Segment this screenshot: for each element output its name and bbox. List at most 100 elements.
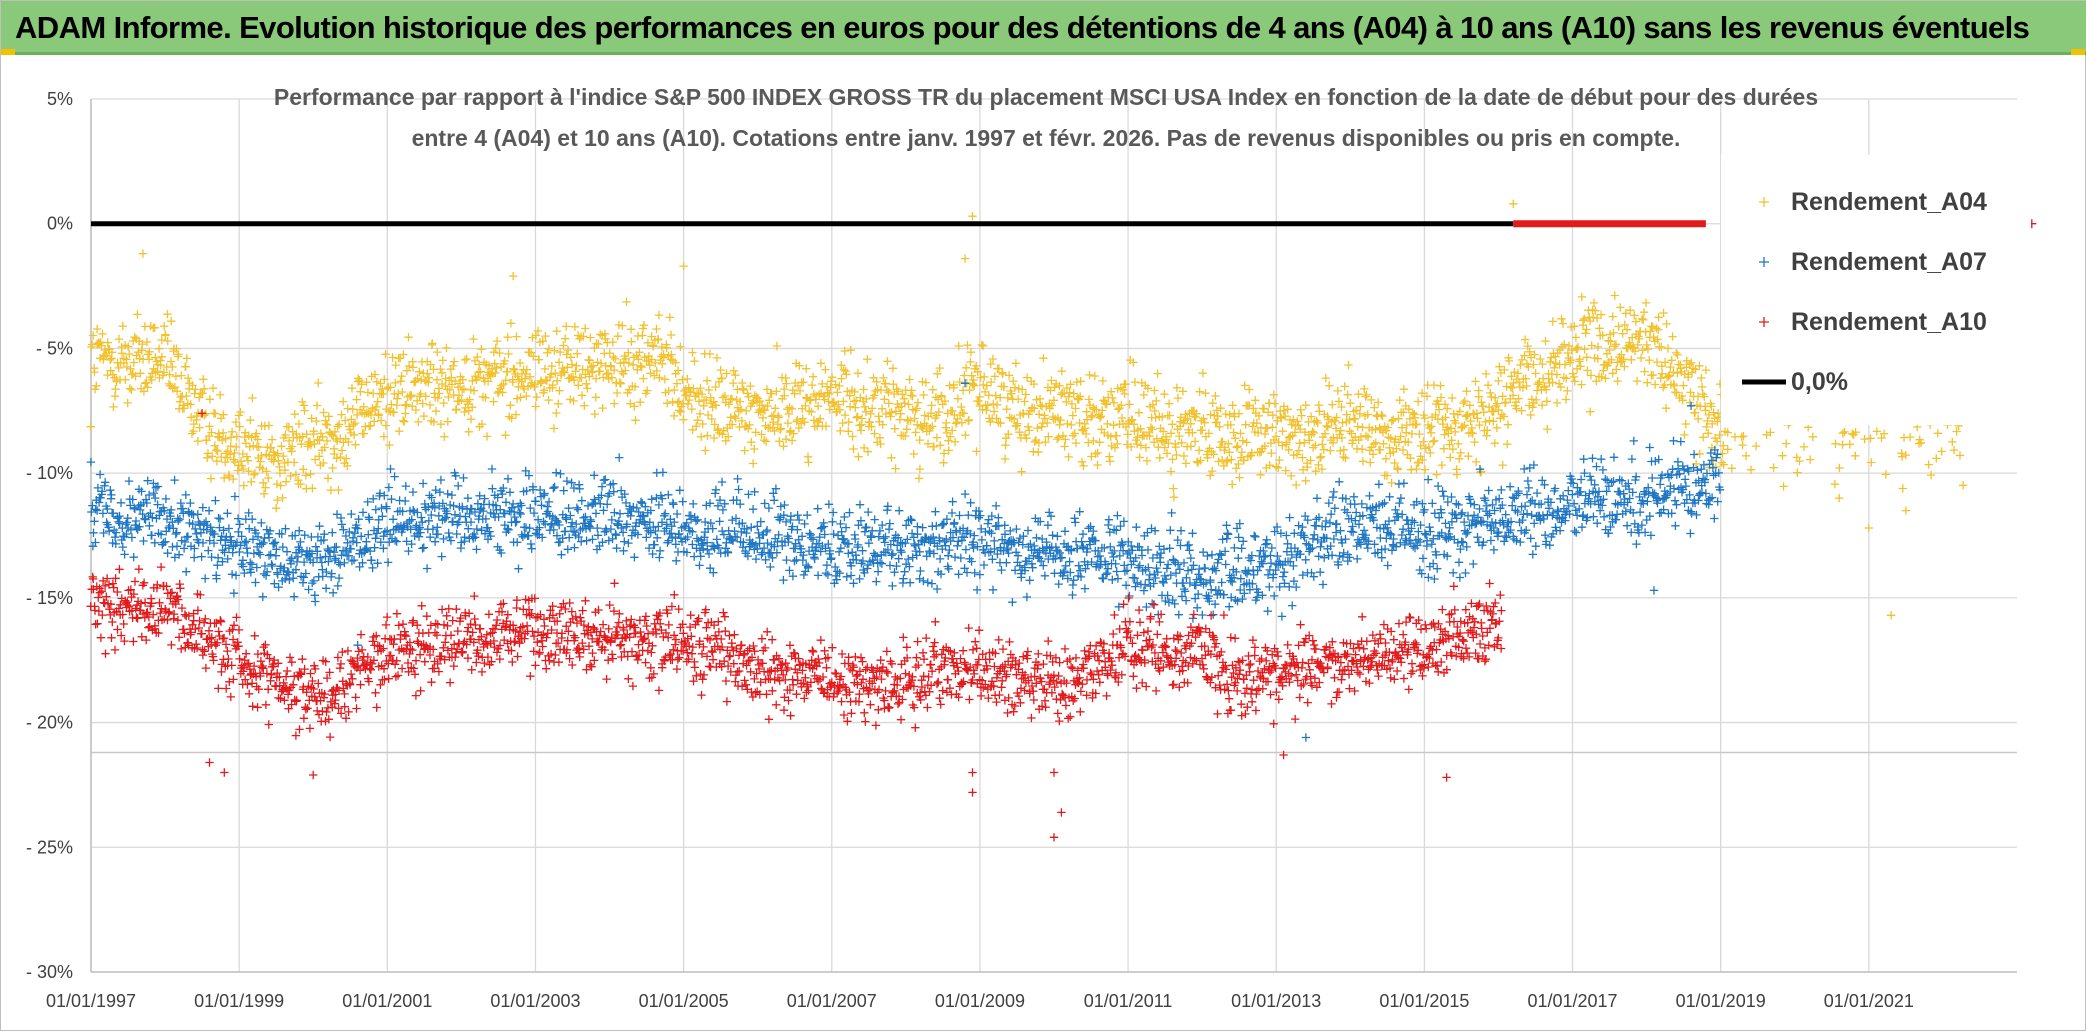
point-rendement-a04 [759,414,767,422]
point-rendement-a07 [1395,480,1403,488]
point-rendement-a04 [1440,430,1448,438]
point-rendement-a10 [220,634,228,642]
point-rendement-a04 [572,362,580,370]
point-rendement-a04 [613,389,621,397]
point-rendement-a07 [1218,578,1226,586]
point-rendement-a10 [227,693,235,701]
point-rendement-a04 [817,359,825,367]
point-rendement-a07 [1302,733,1310,741]
point-rendement-a04 [1135,409,1143,417]
point-rendement-a04 [244,467,252,475]
x-tick-label: 01/01/2007 [787,991,877,1011]
point-rendement-a07 [1441,519,1449,527]
point-rendement-a07 [904,555,912,563]
point-rendement-a07 [719,506,727,514]
point-rendement-a07 [1230,544,1238,552]
point-rendement-a04 [1752,442,1760,450]
point-rendement-a07 [525,524,533,532]
point-rendement-a07 [899,575,907,583]
point-rendement-a07 [777,502,785,510]
point-rendement-a07 [1250,532,1258,540]
point-rendement-a07 [948,498,956,506]
point-rendement-a07 [793,511,801,519]
point-rendement-a04 [1143,457,1151,465]
point-rendement-a07 [1309,535,1317,543]
point-rendement-a07 [889,550,897,558]
point-rendement-a07 [1103,569,1111,577]
point-rendement-a04 [1067,421,1075,429]
point-rendement-a04 [1309,443,1317,451]
point-rendement-a07 [800,520,808,528]
point-rendement-a07 [1461,569,1469,577]
x-tick-label: 01/01/2005 [639,991,729,1011]
point-rendement-a04 [1235,473,1243,481]
point-rendement-a10 [105,605,113,613]
point-rendement-a07 [117,499,125,507]
point-rendement-a04 [544,396,552,404]
point-rendement-a07 [1167,571,1175,579]
point-rendement-a04 [1085,371,1093,379]
point-rendement-a04 [1508,384,1516,392]
point-rendement-a04 [1165,411,1173,419]
point-rendement-a07 [1177,527,1185,535]
point-rendement-a07 [1353,555,1361,563]
point-rendement-a04 [1078,458,1086,466]
point-rendement-a04 [1459,423,1467,431]
point-rendement-a04 [374,397,382,405]
point-rendement-a04 [919,391,927,399]
point-rendement-a07 [1250,571,1258,579]
point-rendement-a07 [608,516,616,524]
point-rendement-a04 [435,389,443,397]
point-rendement-a04 [846,403,854,411]
point-rendement-a07 [120,550,128,558]
point-rendement-a04 [1484,381,1492,389]
point-rendement-a07 [1671,497,1679,505]
point-rendement-a04 [1341,382,1349,390]
point-rendement-a04 [1609,312,1617,320]
point-rendement-a04 [1354,422,1362,430]
point-rendement-a04 [1778,452,1786,460]
point-rendement-a04 [571,323,579,331]
point-rendement-a04 [131,333,139,341]
point-rendement-a04 [213,457,221,465]
point-rendement-a07 [455,518,463,526]
point-rendement-a04 [1576,355,1584,363]
point-rendement-a07 [336,560,344,568]
point-rendement-a07 [782,556,790,564]
point-rendement-a04 [1467,428,1475,436]
point-rendement-a07 [1710,514,1718,522]
point-rendement-a07 [1199,548,1207,556]
point-rendement-a04 [460,385,468,393]
point-rendement-a07 [1114,574,1122,582]
point-rendement-a10 [129,637,137,645]
point-rendement-a07 [915,575,923,583]
point-rendement-a07 [648,495,656,503]
point-rendement-a07 [590,471,598,479]
point-rendement-a04 [992,392,1000,400]
point-rendement-a04 [804,458,812,466]
point-rendement-a07 [290,593,298,601]
point-rendement-a07 [864,508,872,516]
point-rendement-a07 [423,564,431,572]
point-rendement-a04 [1644,345,1652,353]
point-rendement-a04 [1168,420,1176,428]
point-rendement-a07 [984,519,992,527]
point-rendement-a04 [522,392,530,400]
point-rendement-a04 [1103,420,1111,428]
point-rendement-a07 [1071,518,1079,526]
point-rendement-a04 [590,344,598,352]
point-rendement-a07 [605,536,613,544]
point-rendement-a04 [314,379,322,387]
point-rendement-a07 [1151,527,1159,535]
point-rendement-a04 [839,419,847,427]
point-rendement-a07 [1023,593,1031,601]
point-rendement-a04 [987,378,995,386]
point-rendement-a07 [881,538,889,546]
point-rendement-a07 [1208,551,1216,559]
point-rendement-a07 [1497,486,1505,494]
point-rendement-a07 [1330,488,1338,496]
point-rendement-a07 [1167,509,1175,517]
point-rendement-a04 [564,346,572,354]
point-rendement-a07 [564,545,572,553]
point-rendement-a07 [439,535,447,543]
